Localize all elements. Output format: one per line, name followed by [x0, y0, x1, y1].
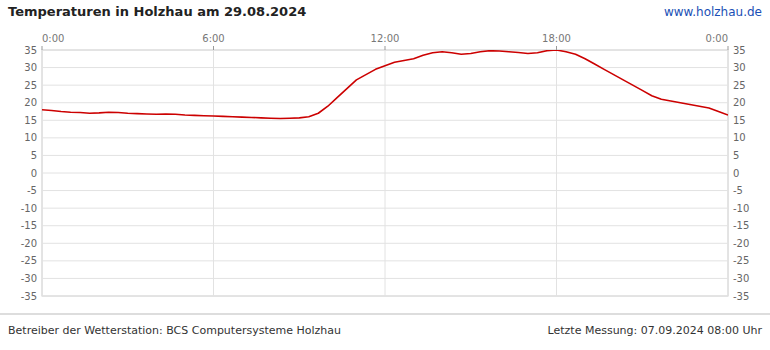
x-tick-label: 12:00 — [371, 33, 400, 44]
grid-line — [213, 50, 214, 296]
y-tick-label: 30 — [24, 62, 37, 73]
grid-line — [728, 50, 729, 296]
plot-frame — [42, 50, 728, 296]
y-tick-label: 25 — [733, 80, 746, 91]
url-text: www.holzhau.de — [664, 5, 762, 19]
y-tick-label: 20 — [733, 97, 746, 108]
y-tick-label: 25 — [24, 80, 37, 91]
y-tick-label: 30 — [733, 62, 746, 73]
y-tick-label: -30 — [21, 273, 37, 284]
y-tick-label: 15 — [24, 115, 37, 126]
chart: Temperaturen in Holzhau am 29.08.2024 www… — [0, 0, 770, 350]
title: Temperaturen in Holzhau am 29.08.2024 — [8, 4, 306, 19]
footer-separator — [0, 314, 770, 315]
x-tick-label: 0:00 — [706, 33, 728, 44]
grid-line — [556, 50, 557, 296]
x-tick — [728, 46, 729, 50]
data-area — [42, 50, 728, 119]
x-tick — [556, 46, 557, 50]
y-tick-label: -10 — [733, 203, 749, 214]
footer-right: Letzte Messung: 07.09.2024 08:00 Uhr — [548, 324, 763, 337]
y-tick-label: 5 — [31, 150, 37, 161]
x-tick — [42, 46, 43, 50]
y-tick-label: 35 — [24, 45, 37, 56]
y-tick-label: -5 — [733, 185, 743, 196]
y-tick-label: -30 — [733, 273, 749, 284]
y-tick-label: 10 — [24, 132, 37, 143]
grid-line — [42, 50, 43, 296]
grid — [42, 50, 728, 296]
y-tick-label: -20 — [21, 238, 37, 249]
y-tick-label: -25 — [21, 255, 37, 266]
y-tick-label: 35 — [733, 45, 746, 56]
x-tick-label: 0:00 — [42, 33, 64, 44]
y-tick-label: -25 — [733, 255, 749, 266]
x-tick — [385, 46, 386, 50]
footer-left: Betreiber der Wetterstation: BCS Compute… — [8, 324, 341, 337]
y-tick-label: -35 — [21, 291, 37, 302]
y-tick-label: -5 — [27, 185, 37, 196]
y-tick-label: 0 — [31, 168, 37, 179]
grid-line — [385, 50, 386, 296]
x-tick — [213, 46, 214, 50]
y-tick-label: -35 — [733, 291, 749, 302]
y-tick-label: -10 — [21, 203, 37, 214]
y-tick-label: -20 — [733, 238, 749, 249]
temperature-line — [42, 50, 728, 119]
y-tick-label: 5 — [733, 150, 739, 161]
y-tick-label: -15 — [21, 220, 37, 231]
y-tick-label: 20 — [24, 97, 37, 108]
y-tick-label: 0 — [733, 168, 739, 179]
y-tick-label: -15 — [733, 220, 749, 231]
axes: -35 -35 -30 -30 -25 -25 -20 -20 -15 -15 -10 -10 -5 -5… — [21, 33, 750, 302]
y-tick-label: 10 — [733, 132, 746, 143]
y-tick-label: 15 — [733, 115, 746, 126]
x-tick-label: 6:00 — [202, 33, 224, 44]
x-tick-label: 18:00 — [542, 33, 571, 44]
